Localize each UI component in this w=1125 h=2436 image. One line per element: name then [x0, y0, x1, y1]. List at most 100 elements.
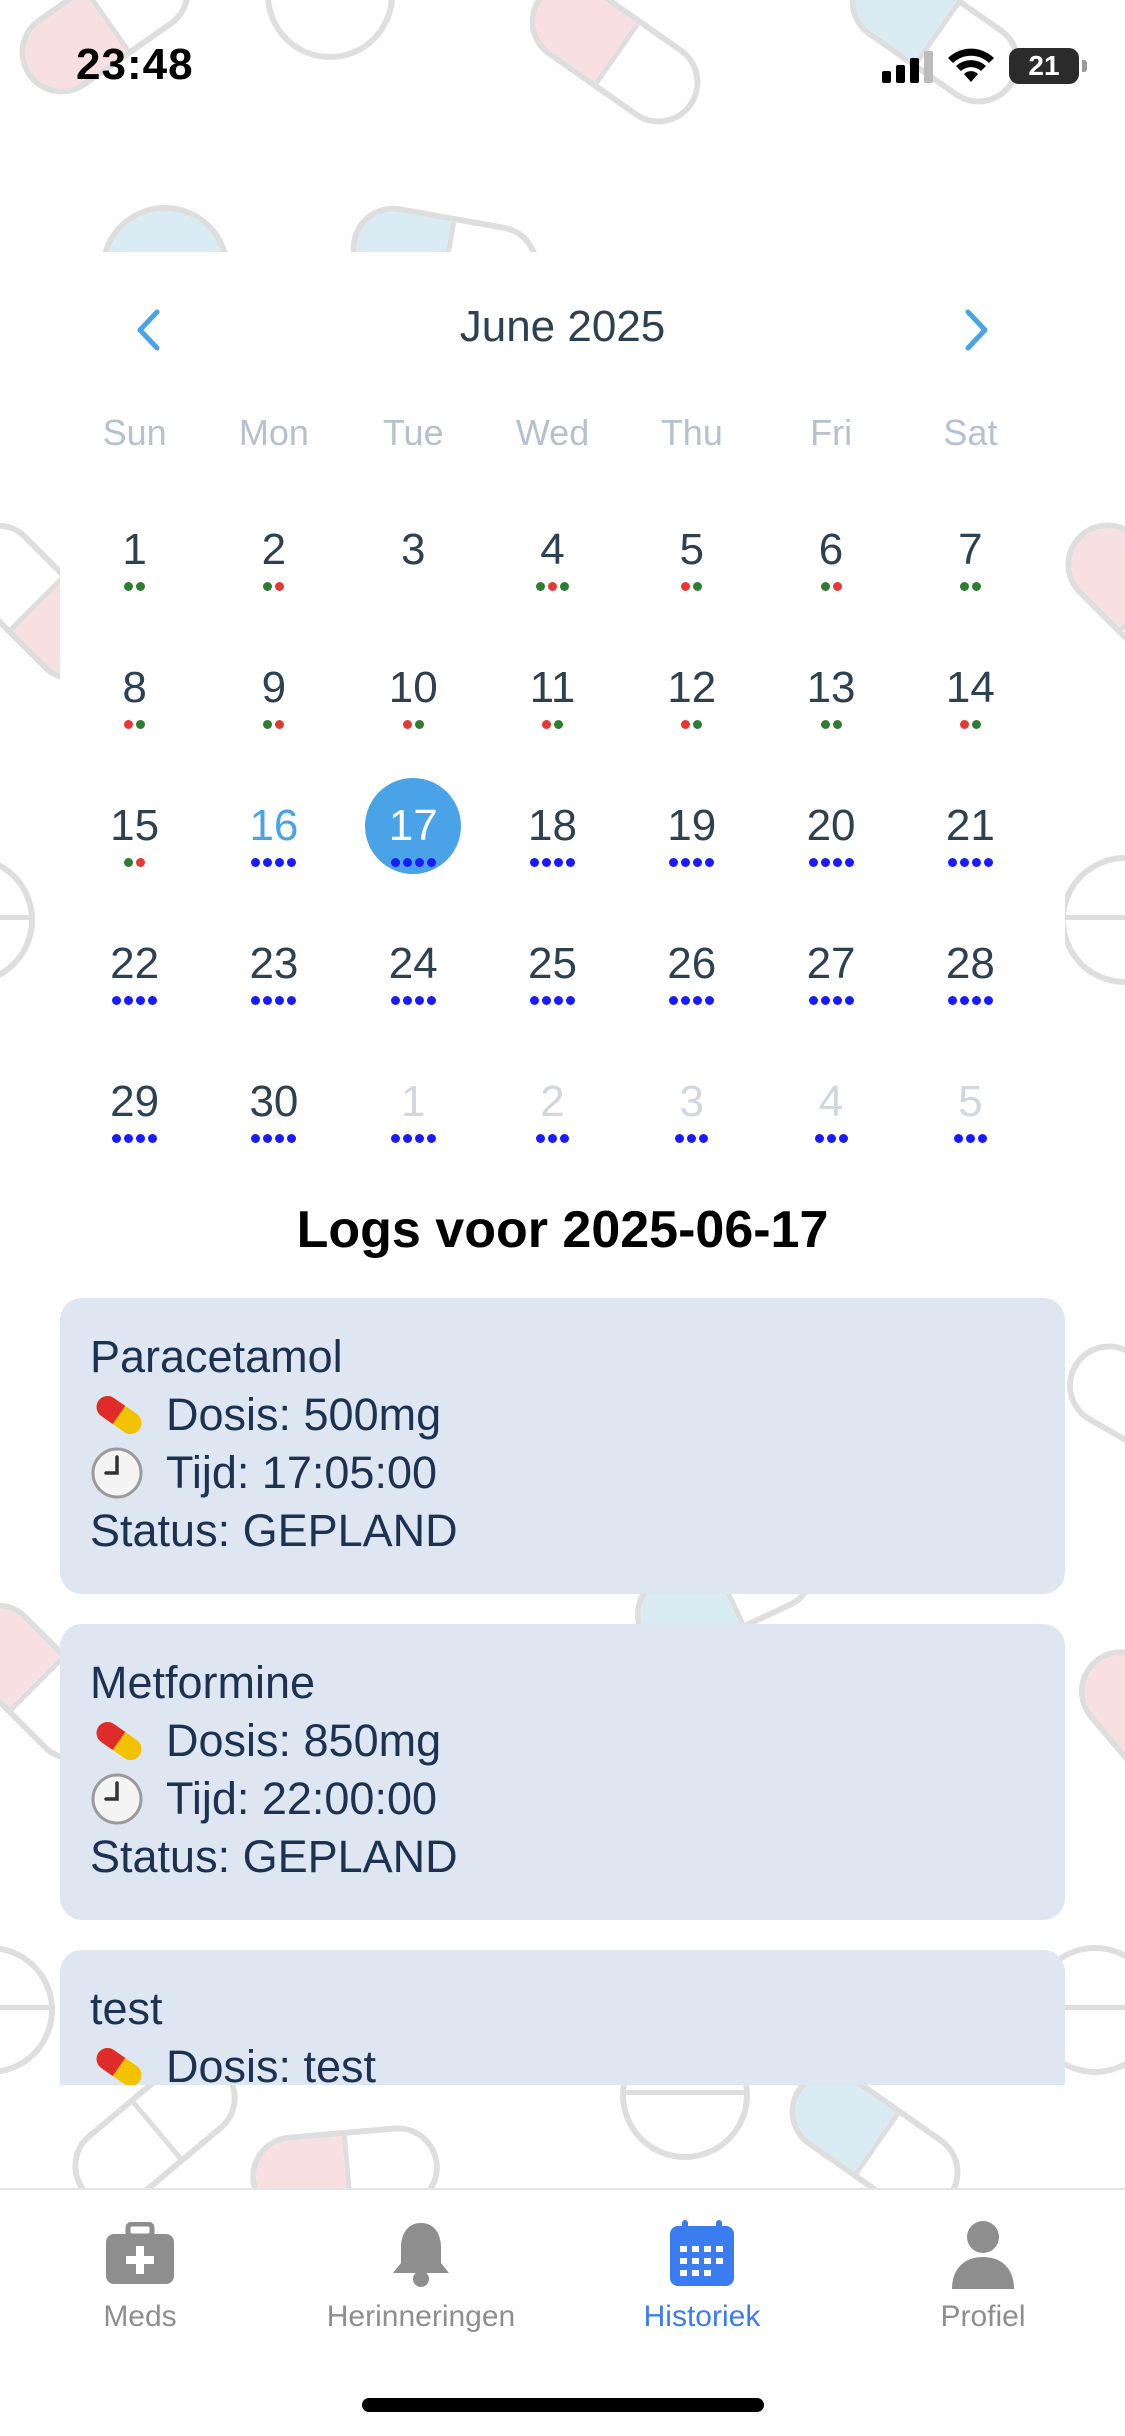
log-status-dot — [251, 858, 261, 867]
calendar-day[interactable]: 2 — [204, 502, 343, 640]
log-status-dot — [565, 996, 575, 1005]
log-status-dot — [136, 858, 146, 867]
day-number: 8 — [122, 663, 147, 712]
log-status-dot — [535, 582, 545, 591]
calendar-header: June 2025 — [60, 252, 1065, 402]
log-time-text: Tijd: 22:00:00 — [166, 1773, 438, 1824]
calendar-day[interactable]: 7 — [901, 502, 1040, 640]
day-dots — [344, 720, 483, 729]
day-number: 2 — [540, 1077, 565, 1126]
tab-historiek[interactable]: Historiek — [562, 2214, 842, 2334]
log-status-dot — [535, 1134, 545, 1143]
log-status-dot — [148, 996, 158, 1005]
calendar-day[interactable]: 1 — [344, 1054, 483, 1192]
log-card[interactable]: Metformine Dosis: 850mg Tijd: 22:00:00 Stat… — [60, 1624, 1065, 1920]
calendar-day[interactable]: 2 — [483, 1054, 622, 1192]
log-status-dot — [124, 996, 134, 1005]
calendar-day[interactable]: 28 — [901, 916, 1040, 1054]
calendar-day[interactable]: 3 — [344, 502, 483, 640]
log-status-dot — [693, 582, 703, 591]
calendar-day[interactable]: 6 — [761, 502, 900, 640]
log-status-dot — [699, 1134, 709, 1143]
log-status-dot — [275, 582, 285, 591]
day-dots — [483, 858, 622, 867]
day-dots — [761, 720, 900, 729]
calendar-day[interactable]: 5 — [622, 502, 761, 640]
log-status-dot — [820, 720, 830, 729]
day-number: 17 — [365, 778, 462, 874]
calendar-day[interactable]: 8 — [65, 640, 204, 778]
calendar-day[interactable]: 16 — [204, 778, 343, 916]
calendar-day[interactable]: 17 — [344, 778, 483, 916]
calendar-day[interactable]: 27 — [761, 916, 900, 1054]
log-status-dot — [426, 1134, 436, 1143]
log-status-dot — [148, 1134, 158, 1143]
day-number: 16 — [249, 801, 299, 850]
calendar-day[interactable]: 1 — [65, 502, 204, 640]
tab-meds[interactable]: Meds — [0, 2214, 280, 2334]
calendar-day[interactable]: 24 — [344, 916, 483, 1054]
calendar-day[interactable]: 11 — [483, 640, 622, 778]
log-status-dot — [251, 996, 261, 1005]
log-status-dot — [705, 996, 715, 1005]
calendar-day[interactable]: 15 — [65, 778, 204, 916]
calendar-day[interactable]: 25 — [483, 916, 622, 1054]
log-status-dot — [426, 858, 436, 867]
calendar-day[interactable]: 23 — [204, 916, 343, 1054]
day-dots — [65, 720, 204, 729]
calendar-day[interactable]: 10 — [344, 640, 483, 778]
day-dots — [761, 1134, 900, 1143]
calendar-day[interactable]: 5 — [901, 1054, 1040, 1192]
calendar-day[interactable]: 21 — [901, 778, 1040, 916]
weekday-label: Mon — [238, 412, 309, 453]
log-status-dot — [693, 858, 703, 867]
log-status-dot — [263, 1134, 273, 1143]
person-icon — [952, 2221, 1014, 2289]
day-number: 13 — [806, 663, 856, 712]
log-status-dot — [553, 720, 563, 729]
day-number: 22 — [110, 939, 160, 988]
calendar-day[interactable]: 3 — [622, 1054, 761, 1192]
calendar-day[interactable]: 19 — [622, 778, 761, 916]
log-status-dot — [263, 996, 273, 1005]
medkit-icon — [106, 2222, 174, 2284]
log-status-dot — [669, 996, 679, 1005]
day-dots — [622, 582, 761, 591]
day-number: 15 — [110, 801, 160, 850]
calendar-day[interactable]: 22 — [65, 916, 204, 1054]
calendar-day[interactable]: 20 — [761, 778, 900, 916]
log-medication-name: Metformine — [90, 1657, 316, 1708]
day-number: 30 — [249, 1077, 299, 1126]
previous-month-button[interactable] — [118, 300, 178, 360]
day-dots — [344, 996, 483, 1005]
calendar-day[interactable]: 4 — [483, 502, 622, 640]
calendar-day[interactable]: 29 — [65, 1054, 204, 1192]
log-status-dot — [124, 1134, 134, 1143]
calendar-week: 29 30 1 2 3 4 5 — [65, 1054, 1040, 1192]
tab-profiel[interactable]: Profiel — [843, 2214, 1123, 2334]
tab-label: Herinneringen — [326, 2300, 516, 2333]
log-status-dot — [263, 720, 273, 729]
log-status-dot — [814, 1134, 824, 1143]
log-card[interactable]: test Dosis: test — [60, 1950, 1065, 2085]
day-dots — [483, 720, 622, 729]
day-dots — [65, 996, 204, 1005]
log-card[interactable]: Paracetamol Dosis: 500mg Tijd: 17:05:00 Sta… — [60, 1298, 1065, 1594]
logs-list[interactable]: Paracetamol Dosis: 500mg Tijd: 17:05:00 Sta… — [60, 1298, 1065, 2085]
next-month-button[interactable] — [947, 300, 1007, 360]
log-status-dot — [959, 720, 969, 729]
log-status-dot — [977, 1134, 987, 1143]
calendar-day[interactable]: 4 — [761, 1054, 900, 1192]
log-status-dot — [287, 858, 297, 867]
calendar-day[interactable]: 9 — [204, 640, 343, 778]
month-title: June 2025 — [459, 302, 666, 351]
log-status-dot — [808, 858, 818, 867]
calendar-day[interactable]: 14 — [901, 640, 1040, 778]
tab-herinneringen[interactable]: Herinneringen — [281, 2214, 561, 2334]
calendar-day[interactable]: 26 — [622, 916, 761, 1054]
calendar-day[interactable]: 18 — [483, 778, 622, 916]
log-status-dot — [681, 582, 691, 591]
calendar-day[interactable]: 13 — [761, 640, 900, 778]
calendar-day[interactable]: 30 — [204, 1054, 343, 1192]
calendar-day[interactable]: 12 — [622, 640, 761, 778]
